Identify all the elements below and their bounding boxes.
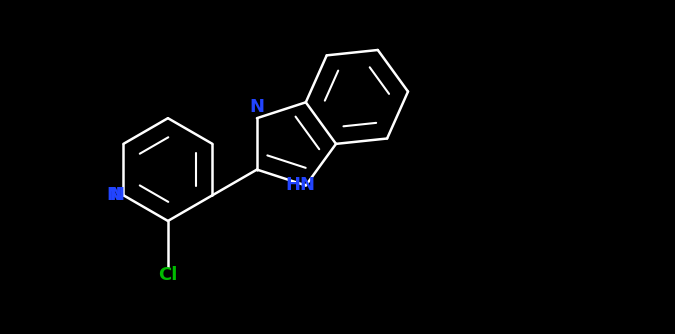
Text: N: N [250, 98, 265, 116]
Text: Cl: Cl [158, 266, 178, 284]
Text: N: N [107, 186, 122, 204]
Text: HN: HN [286, 176, 316, 194]
Text: N: N [110, 186, 125, 204]
